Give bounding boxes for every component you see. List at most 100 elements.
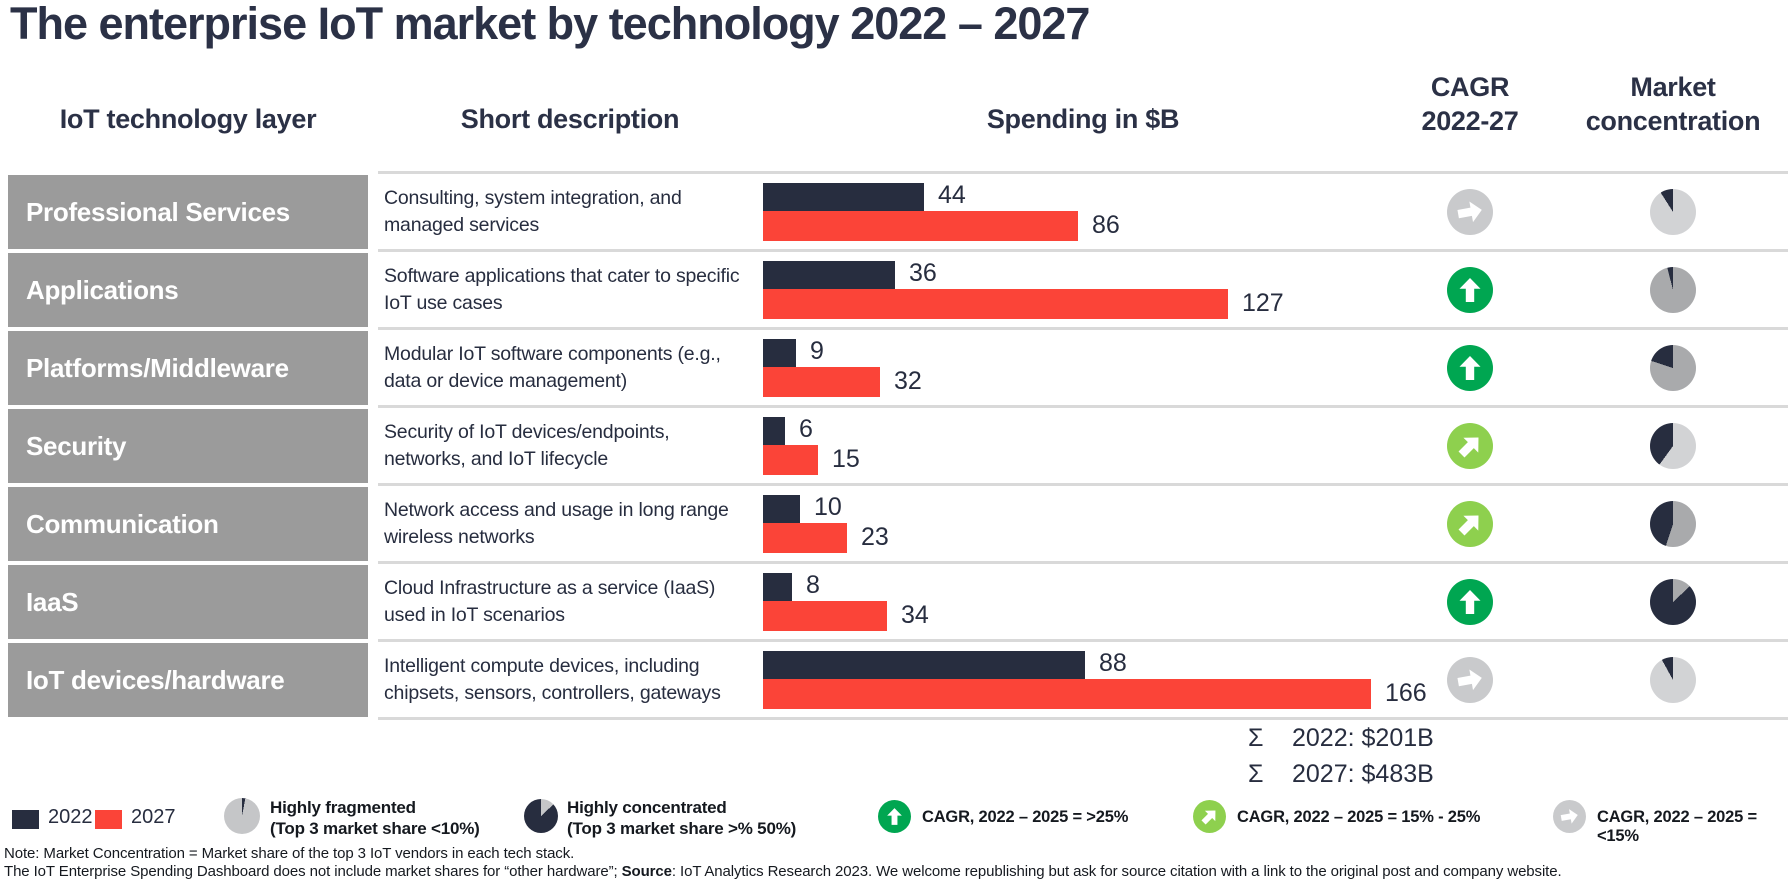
bar-2022: [763, 183, 924, 211]
technology-layer-cell: IoT devices/hardware: [8, 643, 368, 717]
table-row: IaaS Cloud Infrastructure as a service (…: [0, 565, 1788, 639]
legend-cagr-low: CAGR, 2022 – 2025 = <15%: [1597, 808, 1757, 845]
market-concentration-pie-icon: [1650, 501, 1696, 547]
technology-layer-label: IoT devices/hardware: [26, 664, 285, 695]
column-header-spending: Spending in $B: [986, 104, 1180, 134]
short-description: Security of IoT devices/endpoints, netwo…: [384, 420, 670, 470]
sigma-icon: Σ: [1248, 724, 1264, 752]
market-concentration-pie-icon: [1650, 345, 1696, 391]
technology-layer-cell: Applications: [8, 253, 368, 327]
fragmented-pie-icon: [224, 798, 260, 834]
sigma-icon: Σ: [1248, 760, 1264, 788]
cagr-flat-arrow-icon: [1553, 800, 1586, 833]
column-header-market-concentration: Market concentration: [1585, 72, 1761, 136]
cagr-diag-arrow-icon: [1447, 423, 1493, 469]
footnote-1: Note: Market Concentration = Market shar…: [4, 845, 575, 862]
cagr-up-arrow-icon: [1447, 579, 1493, 625]
concentrated-pie-icon: [524, 799, 558, 833]
bar-2027-value: 23: [861, 523, 889, 551]
bar-2027-value: 34: [901, 601, 929, 629]
bar-2027: [763, 289, 1228, 319]
bar-2027-value: 86: [1092, 211, 1120, 239]
technology-layer-label: Applications: [26, 274, 179, 305]
cagr-up-arrow-icon: [1447, 345, 1493, 391]
technology-layer-cell: Professional Services: [8, 175, 368, 249]
technology-layer-cell: Communication: [8, 487, 368, 561]
bar-2027-value: 127: [1242, 289, 1284, 317]
technology-layer-cell: IaaS: [8, 565, 368, 639]
column-header-layer: IoT technology layer: [59, 104, 317, 134]
bar-2027-value: 15: [832, 445, 860, 473]
cagr-up-arrow-icon: [1447, 267, 1493, 313]
column-header-description: Short description: [460, 104, 680, 134]
legend-label-2022: 2022: [48, 806, 93, 828]
legend-cagr-mid: CAGR, 2022 – 2025 = 15% - 25%: [1237, 808, 1481, 826]
page-title: The enterprise IoT market by technology …: [10, 0, 1090, 49]
bar-2022-value: 36: [909, 259, 937, 287]
bar-2022: [763, 417, 785, 445]
bar-2022-value: 9: [810, 337, 824, 365]
bar-2027: [763, 679, 1371, 709]
table-row: Security Security of IoT devices/endpoin…: [0, 409, 1788, 483]
row-separator: [378, 249, 1788, 252]
row-separator: [378, 327, 1788, 330]
table-row: Communication Network access and usage i…: [0, 487, 1788, 561]
market-concentration-pie-icon: [1650, 657, 1696, 703]
cagr-up-arrow-icon: [878, 800, 911, 833]
bar-2022-value: 88: [1099, 649, 1127, 677]
row-separator: [378, 405, 1788, 408]
legend-concentrated: Highly concentrated (Top 3 market share …: [567, 798, 797, 839]
cagr-flat-arrow-icon: [1447, 657, 1493, 703]
legend-swatch-2022: [12, 810, 39, 829]
market-concentration-pie-icon: [1650, 189, 1696, 235]
legend-fragmented: Highly fragmented (Top 3 market share <1…: [270, 798, 480, 839]
bar-2027: [763, 523, 847, 553]
market-concentration-pie-icon: [1650, 267, 1696, 313]
bar-2027: [763, 601, 887, 631]
technology-layer-label: Professional Services: [26, 196, 290, 227]
table-row: Platforms/Middleware Modular IoT softwar…: [0, 331, 1788, 405]
bar-2022-value: 6: [799, 415, 813, 443]
short-description: Network access and usage in long range w…: [384, 498, 729, 548]
table-row: Applications Software applications that …: [0, 253, 1788, 327]
legend-swatch-2027: [95, 810, 122, 829]
bar-2022-value: 44: [938, 181, 966, 209]
column-header-cagr: CAGR 2022-27: [1421, 72, 1519, 136]
bar-2027-value: 32: [894, 367, 922, 395]
cagr-flat-arrow-icon: [1447, 189, 1493, 235]
table-row: Professional Services Consulting, system…: [0, 175, 1788, 249]
row-separator: [378, 483, 1788, 486]
footnote-2: The IoT Enterprise Spending Dashboard do…: [4, 863, 1562, 880]
row-separator: [378, 639, 1788, 642]
short-description: Software applications that cater to spec…: [384, 264, 740, 314]
row-separator: [378, 561, 1788, 564]
total-2027: Σ 2027: $483B: [1248, 760, 1434, 788]
legend-label-2027: 2027: [131, 806, 176, 828]
total-2022: Σ 2022: $201B: [1248, 724, 1434, 752]
market-concentration-pie-icon: [1650, 423, 1696, 469]
technology-layer-cell: Security: [8, 409, 368, 483]
market-concentration-pie-icon: [1650, 579, 1696, 625]
cagr-diagonal-arrow-icon: [1193, 800, 1226, 833]
bar-2022: [763, 573, 792, 601]
technology-layer-label: Platforms/Middleware: [26, 352, 289, 383]
short-description: Consulting, system integration, and mana…: [384, 186, 682, 236]
bar-2022: [763, 339, 796, 367]
row-separator: [378, 171, 1788, 174]
technology-layer-cell: Platforms/Middleware: [8, 331, 368, 405]
bar-2027: [763, 367, 880, 397]
technology-layer-label: IaaS: [26, 586, 79, 617]
bar-2022: [763, 651, 1085, 679]
bar-2022: [763, 261, 895, 289]
technology-layer-label: Security: [26, 430, 127, 461]
bar-2022: [763, 495, 800, 523]
bar-2027-value: 166: [1385, 679, 1427, 707]
bar-2027: [763, 211, 1078, 241]
cagr-diag-arrow-icon: [1447, 501, 1493, 547]
short-description: Modular IoT software components (e.g., d…: [384, 342, 721, 392]
short-description: Cloud Infrastructure as a service (IaaS)…: [384, 576, 716, 626]
short-description: Intelligent compute devices, including c…: [384, 654, 721, 704]
bar-2022-value: 10: [814, 493, 842, 521]
technology-layer-label: Communication: [26, 508, 219, 539]
